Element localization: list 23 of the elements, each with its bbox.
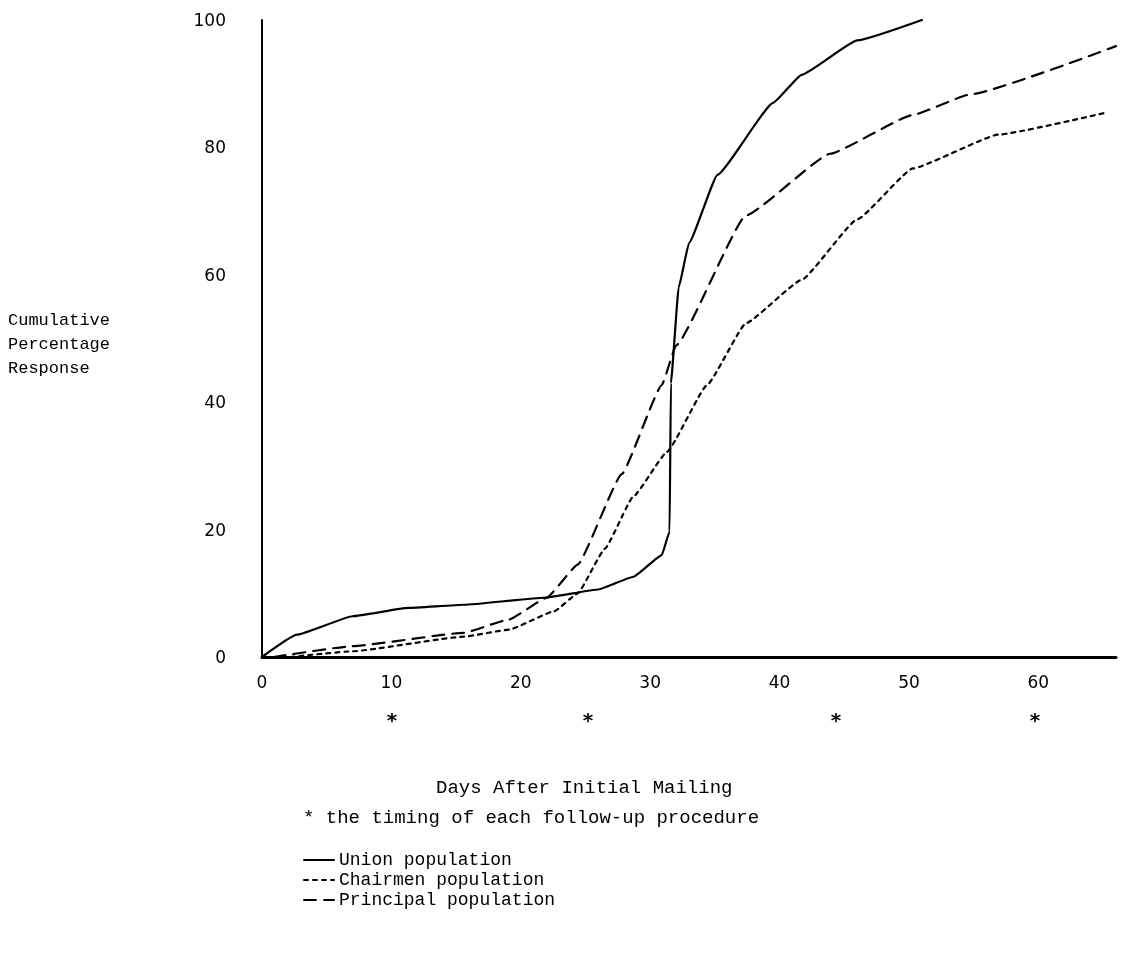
y-tick-label: 20: [204, 519, 226, 540]
text: *: [830, 708, 842, 732]
x-tick-label: 50: [898, 671, 920, 692]
y-axis-title: Cumulative Percentage Response: [8, 310, 111, 378]
x-tick-label: 30: [639, 671, 661, 692]
x-tick-label: 10: [380, 671, 403, 692]
y-tick-label: 60: [204, 264, 226, 285]
legend-label: Chairmen population: [339, 870, 545, 890]
y-tick-label: 100: [193, 10, 226, 30]
y-tick-label: 40: [204, 392, 226, 413]
y-tick-label: 80: [204, 137, 226, 158]
x-tick-label: 60: [1027, 671, 1050, 692]
legend-label: Union population: [339, 850, 512, 870]
legend-label: Principal population: [339, 890, 556, 910]
text: *: [582, 708, 594, 732]
x-tick-label: 20: [509, 671, 532, 692]
text: *: [386, 708, 398, 732]
y-tick-label: 0: [215, 647, 226, 667]
x-axis-title: Days After Initial Mailing: [436, 776, 733, 799]
text: *: [1029, 708, 1041, 732]
x-tick-label: 0: [256, 671, 268, 692]
text: * the timing of each follow-up procedure: [303, 806, 760, 829]
x-tick-label: 40: [768, 671, 791, 692]
